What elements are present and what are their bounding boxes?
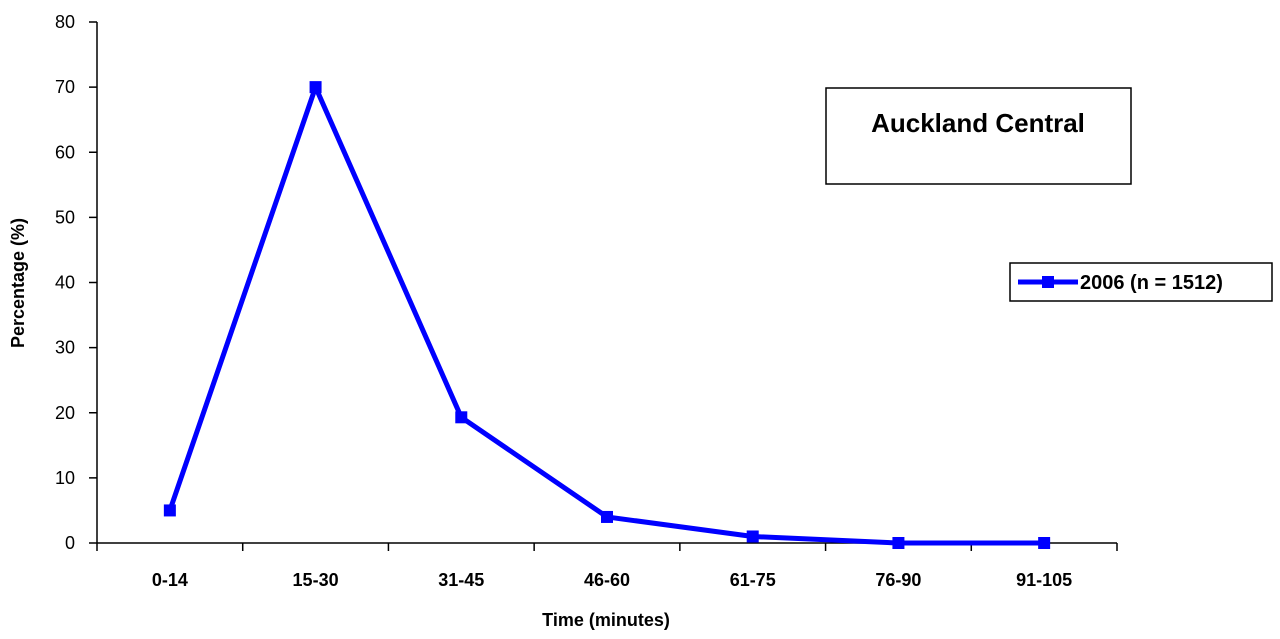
- data-point: [1038, 537, 1051, 549]
- annotation-text: Auckland Central: [871, 108, 1085, 138]
- x-tick-label: 15-30: [293, 570, 339, 590]
- data-point: [163, 504, 176, 517]
- x-axis-title: Time (minutes): [542, 610, 670, 630]
- x-tick-label: 61-75: [730, 570, 776, 590]
- data-point: [746, 530, 759, 543]
- y-tick-label: 70: [55, 77, 75, 97]
- legend-label: 2006 (n = 1512): [1080, 272, 1223, 294]
- y-tick-label: 50: [55, 207, 75, 227]
- data-point: [455, 411, 468, 424]
- y-tick-label: 0: [65, 533, 75, 553]
- annotation-box: Auckland Central: [825, 87, 1132, 185]
- y-axis: 0 10 20 30 40 50 60 70 80: [55, 12, 98, 553]
- data-point: [309, 81, 322, 94]
- x-tick-label: 76-90: [875, 570, 921, 590]
- y-tick-label: 10: [55, 468, 75, 488]
- y-tick-label: 80: [55, 12, 75, 32]
- series-layer: [163, 81, 1051, 549]
- x-tick-label: 91-105: [1016, 570, 1072, 590]
- x-tick-label: 46-60: [584, 570, 630, 590]
- y-tick-label: 60: [55, 142, 75, 162]
- x-tick-label: 0-14: [152, 570, 188, 590]
- x-axis: 0-14 15-30 31-45 46-60 61-75 76-90 91-105: [96, 542, 1118, 590]
- legend-marker-swatch: [1042, 276, 1054, 288]
- y-tick-label: 40: [55, 273, 75, 293]
- data-point: [892, 537, 905, 549]
- y-tick-label: 20: [55, 403, 75, 423]
- legend: 2006 (n = 1512): [1009, 262, 1273, 302]
- y-axis-title: Percentage (%): [8, 218, 28, 348]
- y-tick-label: 30: [55, 338, 75, 358]
- x-tick-label: 31-45: [438, 570, 484, 590]
- data-point: [601, 510, 613, 523]
